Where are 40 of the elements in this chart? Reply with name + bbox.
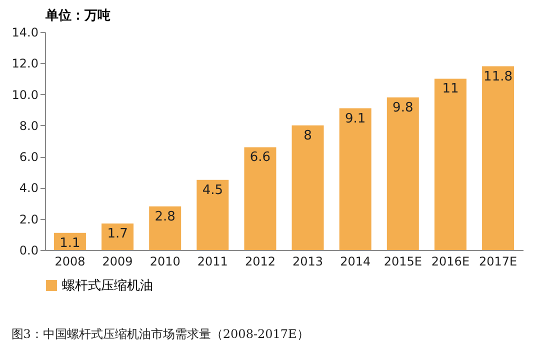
y-tick-label: 14.0: [12, 26, 38, 40]
data-label: 2.8: [154, 209, 176, 224]
y-tick-label: 2.0: [19, 212, 38, 226]
data-label: 1.1: [60, 236, 80, 251]
x-tick-label: 2014: [340, 254, 371, 268]
bar: [434, 78, 466, 250]
bar: [149, 206, 182, 250]
x-tick-label: 2016E: [431, 254, 470, 268]
bar: [102, 224, 134, 250]
data-label: 9.8: [392, 100, 414, 116]
data-label: 4.5: [202, 182, 223, 198]
data-label: 11.8: [484, 69, 513, 84]
bar: [482, 66, 514, 250]
x-tick-label: 2008: [54, 254, 86, 268]
x-tick-label: 2015E: [384, 254, 422, 268]
bar: [196, 180, 229, 250]
y-tick-label: 0.0: [19, 244, 38, 258]
bar: [386, 97, 419, 250]
x-tick-label: 2017E: [478, 254, 518, 268]
data-label: 9.1: [345, 111, 366, 126]
bar: [339, 108, 372, 250]
y-tick-label: 4.0: [19, 181, 38, 196]
bar: [292, 125, 324, 250]
x-tick-label: 2012: [244, 254, 276, 268]
data-label: 6.6: [250, 150, 271, 166]
y-tick-label: 12.0: [12, 56, 38, 71]
data-label: 8: [304, 128, 312, 144]
legend-label: 螺杆式压缩机油: [62, 278, 153, 294]
x-tick-label: 2011: [197, 254, 228, 268]
y-tick-label: 10.0: [12, 88, 38, 102]
y-tick-label: 6.0: [19, 150, 38, 164]
bar: [244, 147, 276, 250]
y-axis-title: 单位：万吨: [44, 8, 110, 24]
y-tick-label: 8.0: [19, 118, 38, 133]
text: 图3：中国螺杆式压缩机油市场需求量（2008-2017E）: [11, 327, 309, 341]
data-label: 11: [442, 82, 459, 97]
x-tick-label: 2009: [102, 254, 133, 268]
x-tick-label: 2013: [292, 254, 324, 268]
x-tick-label: 2010: [150, 254, 180, 268]
data-label: 1.7: [107, 226, 128, 242]
